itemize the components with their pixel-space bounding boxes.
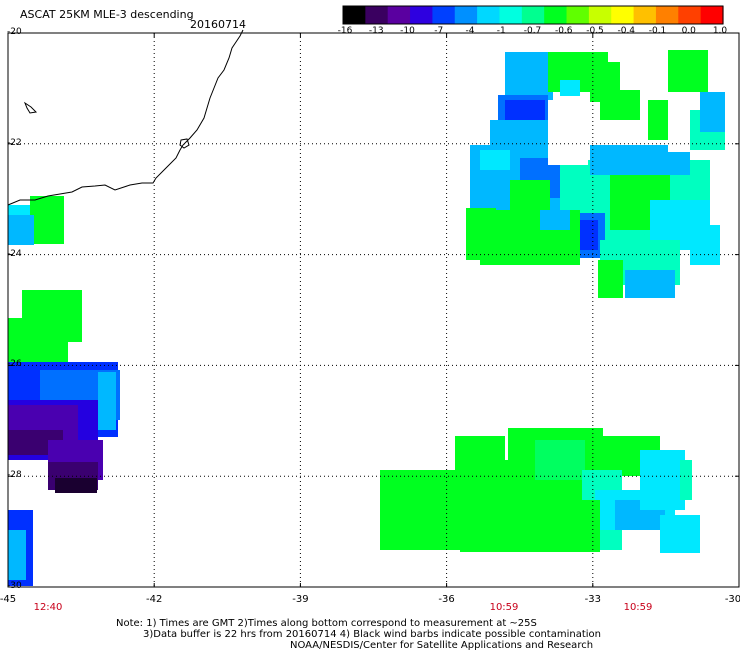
map-gridlines bbox=[8, 33, 739, 587]
swath-gap bbox=[590, 120, 630, 132]
colorbar bbox=[342, 5, 724, 25]
wind-cell bbox=[578, 220, 598, 250]
colorbar-segment bbox=[611, 6, 635, 24]
longitude-label: -33 bbox=[584, 594, 601, 605]
plot-frame bbox=[7, 32, 740, 588]
wind-cell bbox=[510, 180, 550, 210]
colorbar-segment bbox=[365, 6, 389, 24]
longitude-label: -36 bbox=[438, 594, 455, 605]
wind-cell bbox=[30, 196, 64, 244]
colorbar-tick-label: -1 bbox=[496, 26, 506, 36]
colorbar-segment bbox=[655, 6, 679, 24]
wind-data-swaths bbox=[8, 50, 725, 586]
wind-cell bbox=[540, 210, 570, 230]
wind-cell bbox=[505, 100, 545, 120]
longitude-label: -42 bbox=[146, 594, 163, 605]
latitude-label: -28 bbox=[7, 470, 22, 481]
colorbar-segment bbox=[678, 6, 702, 24]
wind-cell bbox=[690, 225, 720, 265]
colorbar-segment bbox=[521, 6, 545, 24]
colorbar-segment bbox=[432, 6, 456, 24]
wind-cell bbox=[560, 500, 600, 552]
longitude-label: -39 bbox=[292, 594, 309, 605]
colorbar-segment bbox=[566, 6, 590, 24]
swath-gap bbox=[548, 110, 588, 165]
colorbar-segment bbox=[700, 6, 724, 24]
note-line-2: 3)Data buffer is 22 hrs from 20160714 4)… bbox=[143, 629, 601, 640]
swath-time-label: 10:59 bbox=[623, 602, 653, 613]
colorbar-tick-label: -13 bbox=[368, 26, 384, 36]
colorbar-segment bbox=[343, 6, 366, 24]
axis-ticks bbox=[7, 32, 740, 588]
wind-cell bbox=[700, 92, 725, 132]
colorbar-segment bbox=[410, 6, 434, 24]
wind-cell bbox=[8, 205, 36, 217]
map-plot bbox=[7, 29, 740, 588]
wind-cell bbox=[398, 474, 458, 490]
colorbar-segment bbox=[544, 6, 568, 24]
colorbar-tick-label: -4 bbox=[465, 26, 475, 36]
colorbar-segment bbox=[633, 6, 657, 24]
swath-gap bbox=[556, 96, 582, 116]
wind-cell bbox=[8, 530, 26, 580]
wind-cell bbox=[660, 515, 700, 553]
colorbar-segment bbox=[588, 6, 612, 24]
wind-cell bbox=[8, 318, 68, 362]
wind-cell bbox=[680, 460, 692, 500]
colorbar-tick-label: 1.0 bbox=[712, 26, 728, 36]
latitude-label: -30 bbox=[7, 581, 22, 591]
colorbar-segment bbox=[477, 6, 501, 24]
wind-cell bbox=[640, 450, 685, 510]
swath-time-label: 12:40 bbox=[33, 602, 63, 613]
colorbar-segment bbox=[387, 6, 411, 24]
latitude-label: -26 bbox=[7, 359, 22, 370]
wind-cell bbox=[505, 52, 553, 100]
latitude-label: -20 bbox=[7, 27, 22, 37]
longitude-label: -45 bbox=[0, 594, 17, 605]
wind-cell bbox=[8, 215, 34, 245]
colorbar-tick-label: -0.4 bbox=[617, 26, 636, 36]
colorbar-tick-label: 0.0 bbox=[681, 26, 696, 36]
wind-cell bbox=[625, 270, 675, 298]
wind-cell bbox=[668, 50, 708, 92]
colorbar-tick-label: -0.1 bbox=[648, 26, 667, 36]
wind-cell bbox=[55, 478, 97, 493]
swath-gap bbox=[668, 92, 690, 152]
island-outline-2 bbox=[179, 138, 190, 149]
longitude-label: -30 bbox=[724, 594, 740, 605]
latitude-label: -24 bbox=[7, 248, 22, 259]
wind-cell bbox=[598, 260, 623, 298]
colorbar-frame bbox=[342, 5, 724, 25]
swath-time-label: 10:59 bbox=[489, 602, 519, 613]
colorbar-tick-label: -7 bbox=[434, 26, 444, 36]
wind-cell bbox=[466, 208, 496, 260]
latitude-label: -22 bbox=[7, 137, 22, 148]
wind-cell bbox=[98, 372, 116, 430]
note-line-3: NOAA/NESDIS/Center for Satellite Applica… bbox=[290, 640, 594, 651]
island-outline bbox=[23, 101, 38, 114]
colorbar-tick-label: -10 bbox=[400, 26, 415, 36]
product-title: ASCAT 25KM MLE-3 descending bbox=[20, 8, 194, 21]
colorbar-segment bbox=[454, 6, 478, 24]
coastline bbox=[7, 29, 244, 206]
colorbar-tick-label: -0.7 bbox=[523, 26, 542, 36]
note-line-1: Note: 1) Times are GMT 2)Times along bot… bbox=[116, 618, 537, 629]
product-date: 20160714 bbox=[190, 18, 246, 31]
colorbar-tick-label: -0.5 bbox=[586, 26, 604, 36]
colorbar-tick-label: -16 bbox=[337, 26, 353, 36]
wind-cell bbox=[600, 90, 640, 120]
wind-cell bbox=[480, 150, 510, 170]
colorbar-segment bbox=[499, 6, 523, 24]
wind-cell bbox=[535, 440, 585, 480]
colorbar-tick-label: -0.6 bbox=[554, 26, 573, 36]
